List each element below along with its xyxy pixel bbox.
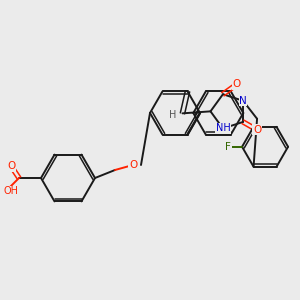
Text: O: O: [253, 125, 261, 135]
Text: OH: OH: [4, 186, 19, 196]
Text: NH: NH: [216, 124, 230, 134]
Text: O: O: [129, 160, 137, 170]
Text: N: N: [239, 96, 247, 106]
Text: H: H: [169, 110, 176, 120]
Text: F: F: [225, 142, 231, 152]
Text: O: O: [7, 161, 15, 171]
Text: O: O: [233, 79, 241, 89]
